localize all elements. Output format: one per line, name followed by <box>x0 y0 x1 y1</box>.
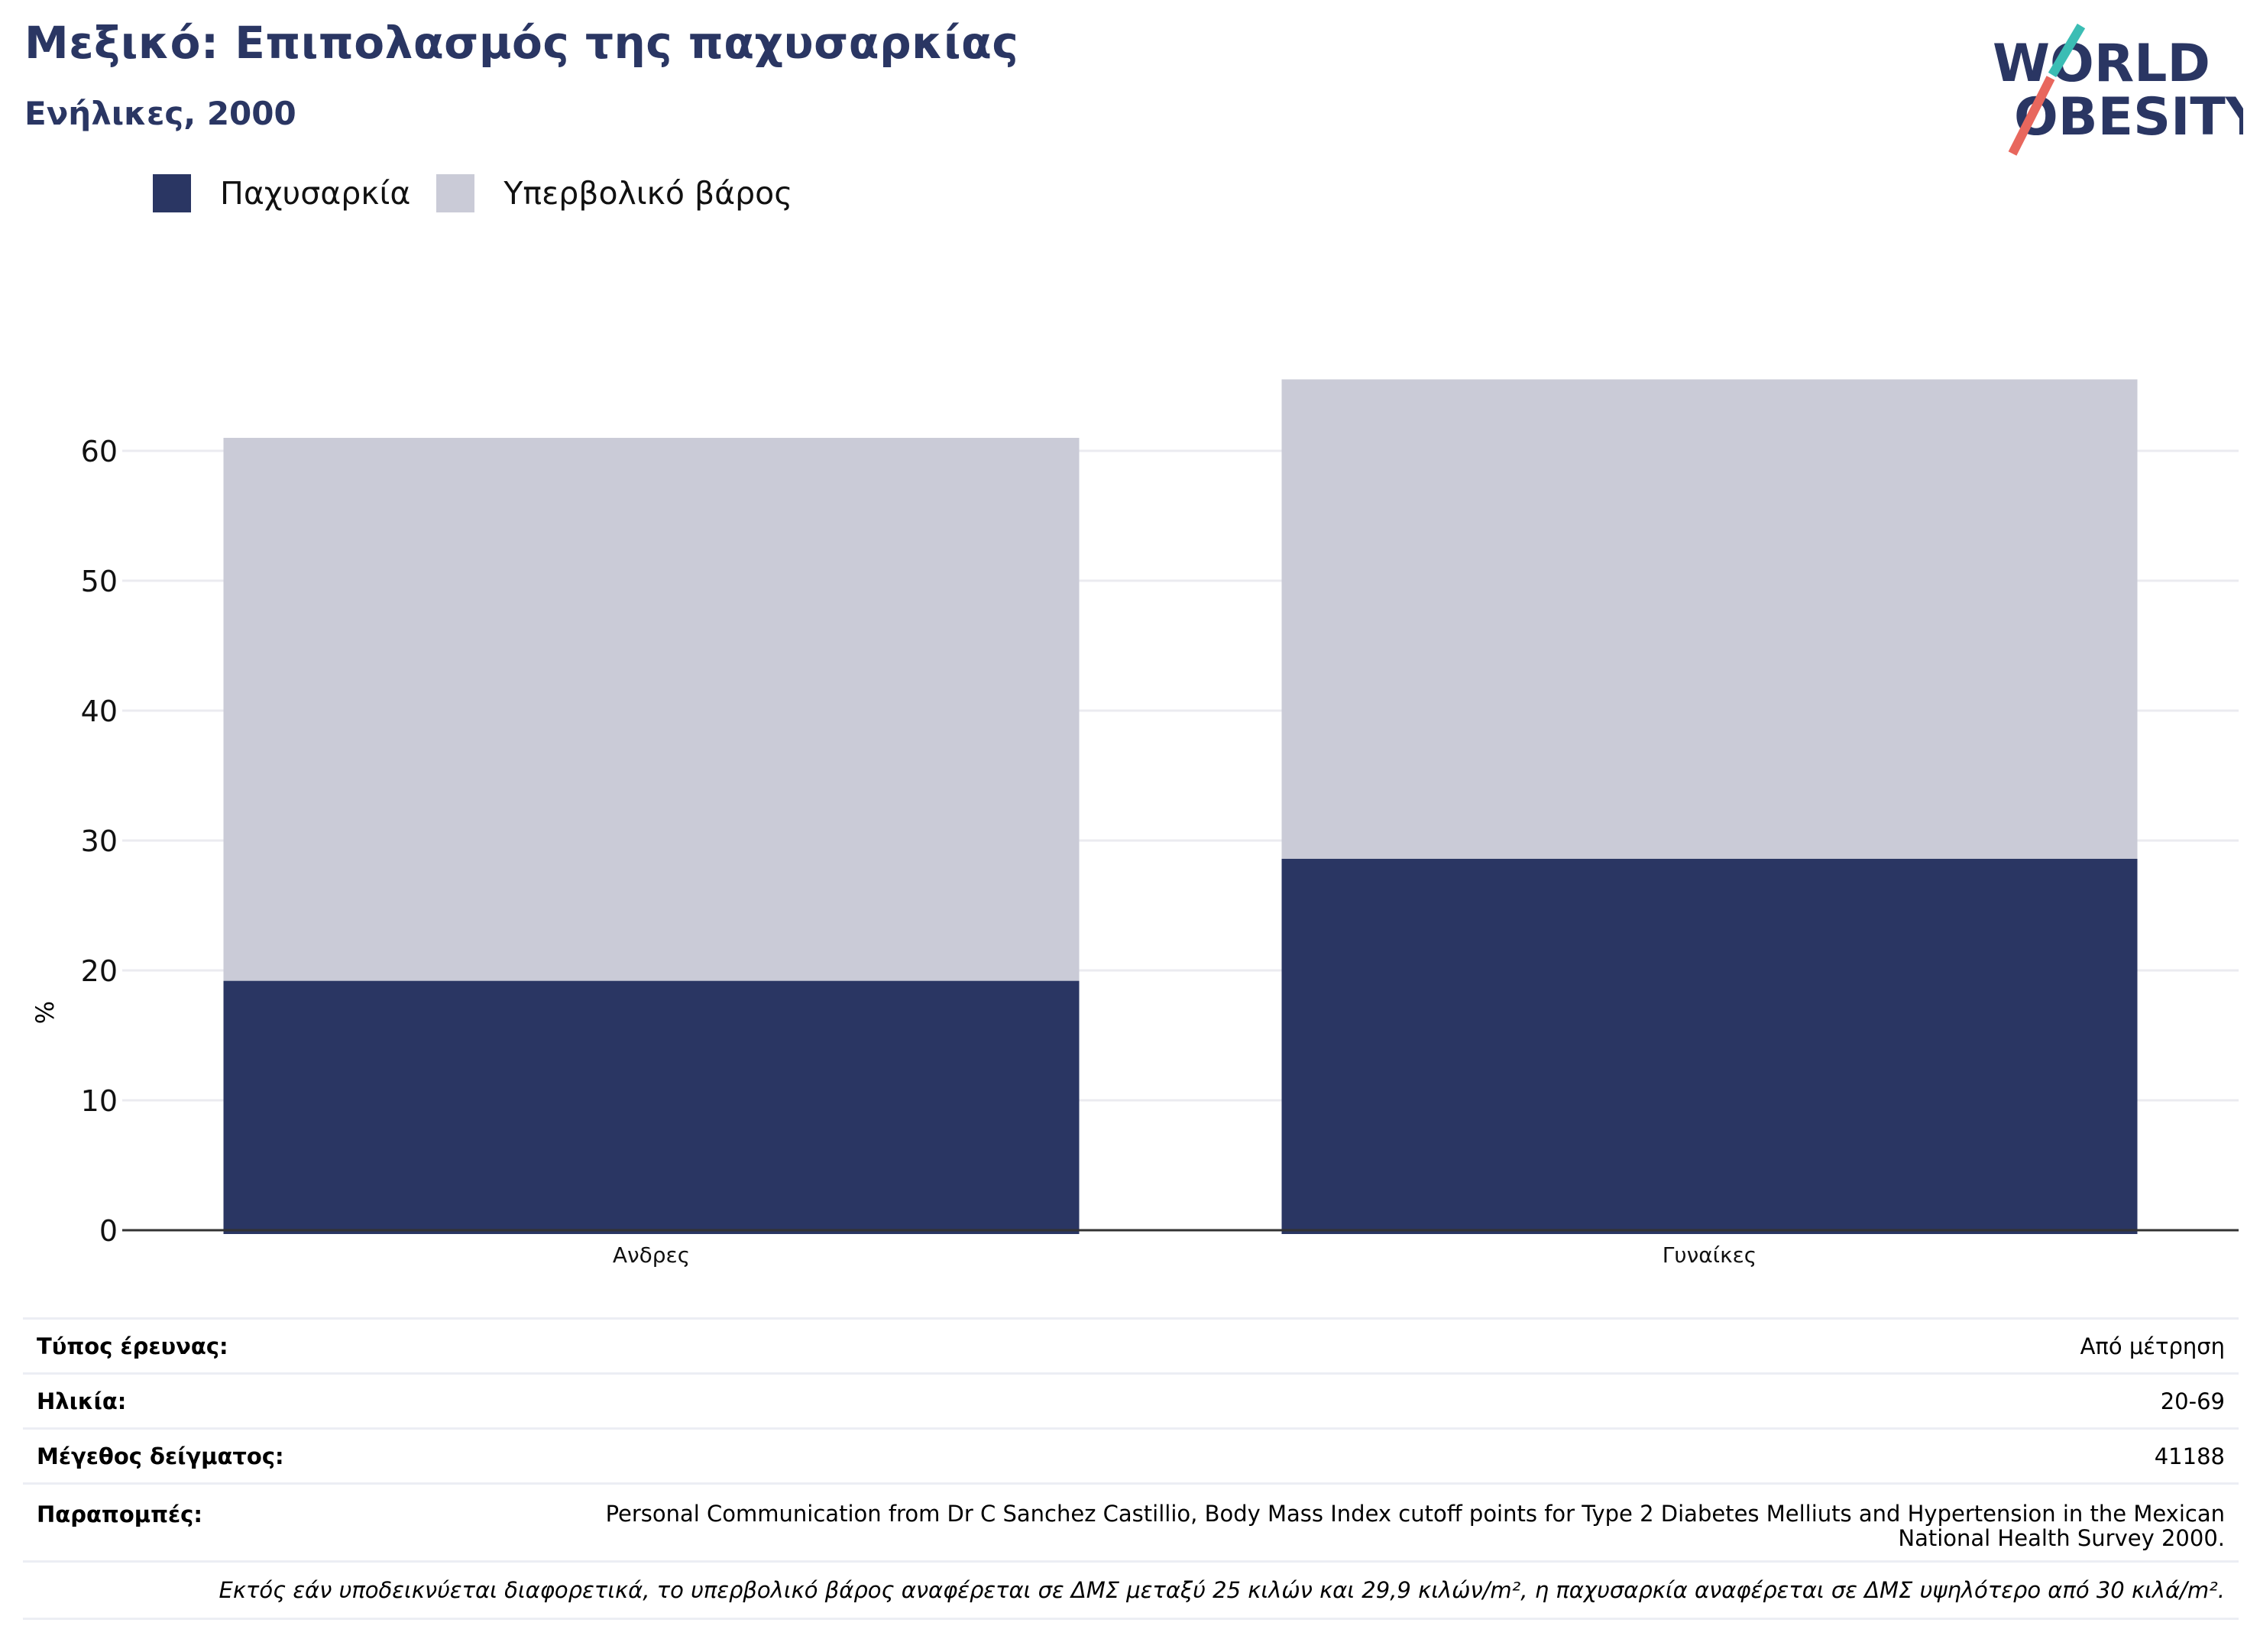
svg-text:OBESITY: OBESITY <box>2014 87 2243 147</box>
y-tick-label: 40 <box>81 695 118 728</box>
y-tick-label: 10 <box>81 1084 118 1118</box>
info-row-sample-size: Μέγεθος δείγματος: 41188 <box>23 1427 2239 1482</box>
y-tick-label: 50 <box>81 565 118 598</box>
references-label: Παραπομπές: <box>37 1501 202 1527</box>
definition-note: Εκτός εάν υποδεικνύεται διαφορετικά, το … <box>23 1560 2239 1620</box>
legend-swatch-obesity <box>153 174 191 212</box>
survey-type-value: Από μέτρηση <box>2080 1333 2225 1359</box>
chart-legend: Παχυσαρκία Υπερβολικό βάρος <box>153 174 818 212</box>
legend-swatch-overweight <box>436 174 475 212</box>
y-axis-title: % <box>31 1001 60 1024</box>
age-value: 20-69 <box>2160 1388 2225 1414</box>
x-category-label: Ανδρες <box>613 1242 690 1268</box>
y-tick-label: 60 <box>81 435 118 468</box>
bar-segment-obesity <box>1281 858 2138 1234</box>
legend-item-overweight: Υπερβολικό βάρος <box>436 174 792 212</box>
bar-segment-obesity <box>223 980 1080 1234</box>
legend-label-obesity: Παχυσαρκία <box>220 175 411 212</box>
references-value: Personal Communication from Dr C Sanchez… <box>605 1501 2225 1551</box>
sample-size-value: 41188 <box>2154 1443 2225 1469</box>
bar-segment-overweight <box>223 438 1080 981</box>
info-row-references: Παραπομπές: Personal Communication from … <box>23 1482 2239 1560</box>
info-row-age: Ηλικία: 20-69 <box>23 1372 2239 1427</box>
legend-item-obesity: Παχυσαρκία <box>153 174 410 212</box>
bar-segment-overweight <box>1281 379 2138 859</box>
world-obesity-logo: WORLD OBESITY <box>1993 23 2243 156</box>
sample-size-label: Μέγεθος δείγματος: <box>37 1443 284 1469</box>
chart-subtitle: Ενήλικες, 2000 <box>24 95 296 132</box>
survey-info-table: Τύπος έρευνας: Από μέτρηση Ηλικία: 20-69… <box>23 1317 2239 1620</box>
x-category-label: Γυναίκες <box>1663 1242 1757 1268</box>
y-tick-label: 30 <box>81 824 118 858</box>
svg-text:WORLD: WORLD <box>1993 34 2210 94</box>
info-row-survey-type: Τύπος έρευνας: Από μέτρηση <box>23 1317 2239 1372</box>
y-tick-label: 0 <box>99 1214 118 1248</box>
age-label: Ηλικία: <box>37 1388 127 1414</box>
survey-type-label: Τύπος έρευνας: <box>37 1333 228 1359</box>
legend-label-overweight: Υπερβολικό βάρος <box>503 175 793 212</box>
y-tick-label: 20 <box>81 954 118 988</box>
stacked-bar-chart: % 0 10 20 30 40 50 60 Ανδρες Γυναίκες <box>31 379 2239 1268</box>
chart-title: Μεξικό: Επιπολασμός της παχυσαρκίας <box>24 17 1019 69</box>
